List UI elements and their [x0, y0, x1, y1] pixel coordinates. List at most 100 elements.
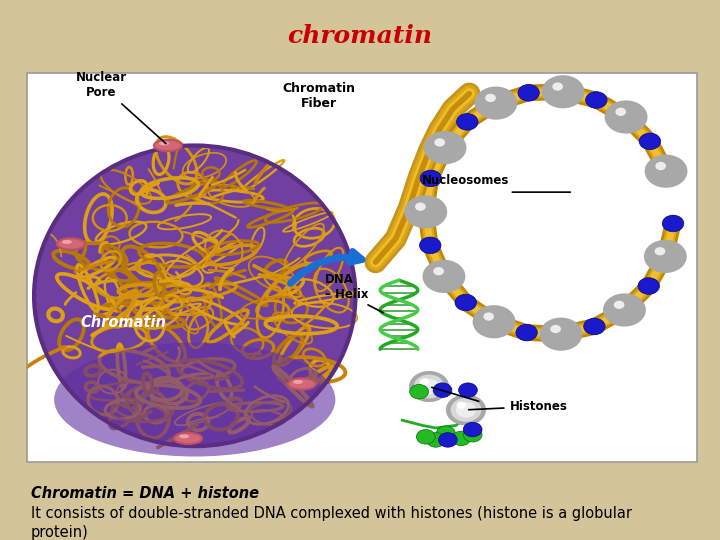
Circle shape [482, 313, 506, 331]
Circle shape [489, 98, 503, 109]
Circle shape [639, 133, 661, 150]
Circle shape [456, 402, 466, 409]
Text: Nucleosomes: Nucleosomes [422, 174, 510, 187]
Circle shape [644, 240, 687, 273]
Circle shape [479, 90, 513, 117]
Circle shape [414, 375, 444, 399]
Circle shape [544, 321, 578, 348]
Circle shape [456, 113, 478, 130]
Circle shape [474, 86, 518, 120]
Circle shape [654, 247, 665, 255]
Circle shape [433, 138, 457, 157]
Circle shape [483, 313, 494, 321]
Circle shape [463, 428, 482, 442]
Circle shape [434, 138, 445, 146]
Circle shape [420, 237, 441, 254]
Circle shape [438, 143, 451, 153]
Circle shape [487, 316, 500, 327]
Text: Nuclear
Pore: Nuclear Pore [76, 71, 166, 144]
Circle shape [433, 267, 444, 275]
Circle shape [485, 94, 496, 102]
Circle shape [644, 154, 688, 188]
Ellipse shape [288, 378, 316, 390]
Circle shape [619, 112, 633, 122]
FancyBboxPatch shape [27, 73, 697, 462]
Ellipse shape [154, 140, 182, 151]
Circle shape [432, 267, 456, 286]
Circle shape [452, 431, 471, 445]
Circle shape [541, 75, 585, 109]
Circle shape [608, 104, 644, 131]
Circle shape [603, 293, 646, 327]
Circle shape [426, 263, 462, 290]
Circle shape [423, 131, 467, 164]
Text: DNA
– Helix: DNA – Helix [325, 273, 369, 301]
Circle shape [459, 383, 477, 397]
Text: Chromatin = DNA + histone: Chromatin = DNA + histone [31, 486, 259, 501]
Circle shape [554, 329, 567, 339]
Circle shape [456, 402, 476, 417]
Circle shape [618, 305, 631, 315]
Circle shape [437, 271, 451, 281]
Ellipse shape [54, 342, 336, 456]
Circle shape [477, 308, 511, 335]
Circle shape [614, 107, 638, 126]
Circle shape [414, 202, 438, 221]
Text: Chromatin
Fiber: Chromatin Fiber [282, 82, 355, 110]
Circle shape [607, 296, 642, 323]
Circle shape [405, 195, 447, 228]
Circle shape [653, 247, 678, 266]
Circle shape [426, 433, 445, 447]
Circle shape [472, 305, 516, 339]
Circle shape [415, 202, 426, 211]
Ellipse shape [159, 141, 169, 145]
Circle shape [410, 384, 428, 399]
Circle shape [420, 170, 441, 187]
Text: It consists of double-stranded DNA complexed with histones (histone is a globula: It consists of double-stranded DNA compl… [31, 506, 632, 521]
Circle shape [518, 85, 539, 101]
Circle shape [539, 318, 582, 351]
Text: protein): protein) [31, 525, 89, 540]
Circle shape [552, 83, 563, 91]
Circle shape [557, 86, 570, 97]
Circle shape [551, 83, 575, 101]
Circle shape [654, 162, 678, 180]
Circle shape [516, 325, 537, 341]
Circle shape [662, 215, 684, 232]
Circle shape [446, 394, 486, 426]
Circle shape [433, 383, 452, 397]
Ellipse shape [62, 240, 72, 244]
Circle shape [659, 251, 672, 261]
Circle shape [638, 278, 660, 294]
Circle shape [584, 318, 605, 335]
Circle shape [616, 107, 626, 116]
Circle shape [455, 294, 477, 311]
Ellipse shape [179, 434, 189, 438]
Circle shape [613, 301, 636, 319]
Circle shape [416, 429, 435, 444]
Circle shape [463, 422, 482, 437]
Circle shape [419, 379, 439, 394]
Ellipse shape [57, 238, 85, 249]
Circle shape [419, 207, 433, 217]
Circle shape [451, 398, 482, 422]
Text: chromatin: chromatin [287, 24, 433, 48]
Circle shape [605, 100, 647, 133]
Circle shape [549, 325, 573, 343]
Circle shape [585, 92, 607, 109]
Ellipse shape [293, 380, 303, 384]
Circle shape [484, 94, 508, 112]
Circle shape [648, 243, 683, 270]
Circle shape [436, 426, 455, 441]
Circle shape [550, 325, 561, 333]
Circle shape [428, 134, 462, 161]
Circle shape [655, 162, 666, 170]
Circle shape [649, 158, 683, 185]
Circle shape [613, 301, 624, 309]
Circle shape [423, 260, 465, 293]
Ellipse shape [174, 433, 202, 444]
Circle shape [438, 433, 457, 447]
Ellipse shape [34, 145, 356, 446]
Circle shape [408, 198, 444, 225]
Circle shape [546, 78, 580, 105]
